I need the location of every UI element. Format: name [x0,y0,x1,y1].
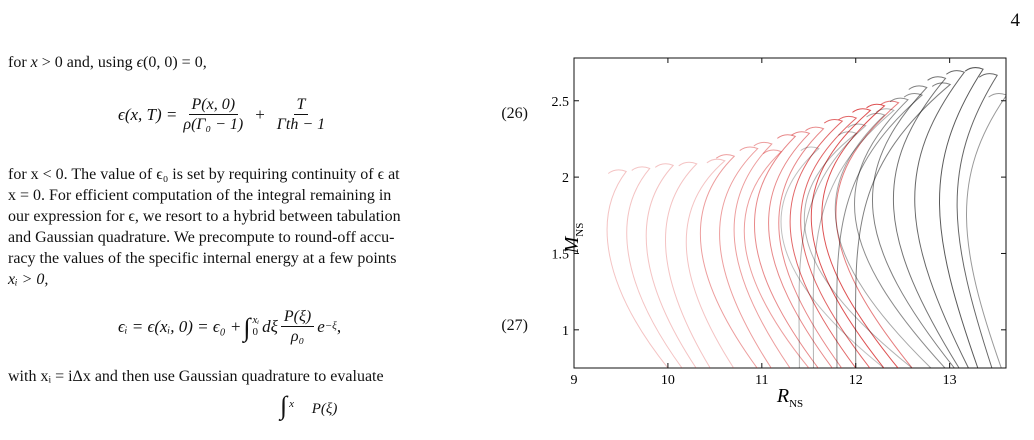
x-tick-label: 12 [849,373,863,388]
mass-radius-curve [699,154,758,368]
para2-line-1: for x < 0. The value of ϵ₀ is set by req… [8,166,400,183]
equation-27-body: ϵᵢ = ϵ(xᵢ, 0) = ϵ₀ + ∫ xᵢ 0 dξ P(ξ) ρ₀ e… [118,302,341,350]
mass-radius-curve [733,141,791,368]
para2-line-4: and Gaussian quadrature. We precompute t… [8,229,395,246]
eq26-f2-numerator: T [293,95,309,115]
eq26-plus: + [255,104,265,124]
y-axis-label: MNS [561,223,586,255]
mass-radius-curve [821,103,899,368]
equation-26-number: (26) [501,105,528,122]
mass-radius-curve [768,131,833,368]
mass-radius-curve [780,146,885,368]
x-tick-label: 13 [943,373,957,388]
partial-upper-limit: x [289,398,295,410]
partial-integral-sign: ∫ [280,394,288,420]
mass-radius-curve [645,163,697,368]
y-axis-ticks: 1 1.5 2 2.5 [552,95,1006,339]
para1-a: for [8,54,31,71]
mass-radius-curve [812,108,895,368]
mass-radius-curve [798,123,867,368]
partial-equation: ∫ x P(ξ) [278,394,337,424]
para1-c: > 0 and, using [37,54,137,71]
mass-radius-curve [892,76,960,368]
eq27-fraction: P(ξ) ρ₀ [280,307,315,346]
para1-d: ϵ [136,54,144,71]
eq27-limits: xᵢ 0 [253,314,260,338]
mass-radius-curve [872,85,955,368]
eq26-lhs: ϵ(x, T) = [118,104,178,124]
eq27-lower-limit: 0 [252,326,259,338]
eq26-f1-denominator: ρ(Γ₀ − 1) [183,115,244,133]
curves-group [606,67,1006,368]
eq26-fraction-2: T Γth − 1 [274,95,328,134]
y-tick-label: 1 [562,324,569,339]
paragraph-2: for x < 0. The value of ϵ₀ is set by req… [8,164,528,290]
eq27-numerator: P(ξ) [280,307,315,327]
mass-radius-curve [836,93,924,368]
para1-b: x [30,54,38,71]
equation-26-body: ϵ(x, T) = P(x, 0) ρ(Γ₀ − 1) + T Γth − 1 [118,90,331,138]
paragraph-3: with xᵢ = iΔx and then use Gaussian quad… [8,368,384,385]
x-tick-label: 9 [571,373,578,388]
y-tick-label: 1.5 [552,247,570,262]
mass-radius-curve [835,100,913,368]
eq26-fraction-1: P(x, 0) ρ(Γ₀ − 1) [180,95,246,134]
x-axis-label: RNS [776,385,803,410]
para1-e: (0, 0) = 0, [143,54,207,71]
para2-line-6: xᵢ > 0, [8,271,49,288]
mass-radius-curve [719,146,772,368]
paragraph-1: for x > 0 and, using ϵ(0, 0) = 0, [8,52,528,73]
mass-radius-curve [914,70,969,368]
mass-radius-chart: 9 10 11 12 13 1 1.5 2 2.5 RNS MNS [552,57,1007,410]
para2-line-5: racy the values of the specific internal… [8,250,397,267]
eq27-tail: , [336,316,342,336]
mass-radius-curve [810,108,885,368]
mass-radius-curve [626,166,683,368]
eq26-f2-denominator: Γth − 1 [276,115,326,133]
eq27-denominator: ρ₀ [290,327,305,345]
y-tick-label: 2 [562,171,569,186]
mass-radius-curve [834,112,932,368]
page-number: 4 [1010,10,1021,31]
equation-27-number: (27) [501,317,528,334]
integral-sign: ∫ [243,312,251,342]
eq27-upper-limit: xᵢ [252,314,260,326]
mass-radius-curve [803,131,913,368]
equation-27: ϵᵢ = ϵ(xᵢ, 0) = ϵ₀ + ∫ xᵢ 0 dξ P(ξ) ρ₀ e… [8,302,528,350]
mass-radius-curve [606,169,669,368]
y-tick-label: 2.5 [552,95,570,110]
para2-line-2: x = 0. For efficient computation of the … [8,187,392,204]
para2-line-3: our expression for ϵ, we resort to a hyb… [8,208,401,225]
x-tick-label: 11 [755,373,768,388]
x-axis-ticks: 9 10 11 12 13 [571,58,957,388]
mass-radius-curve [854,97,946,368]
eq27-dxi: dξ [262,316,278,336]
mass-radius-curve [754,134,819,368]
mass-radius-curve [956,73,998,368]
mass-radius-curve [685,158,735,368]
plot-frame [573,57,1007,369]
text-column: for x > 0 and, using ϵ(0, 0) = 0, ϵ(x, T… [8,52,528,419]
mass-radius-curve [800,115,871,368]
mass-radius-curve [854,82,952,368]
mass-radius-curve [778,126,843,368]
mass-radius-curve [789,118,857,368]
x-tick-label: 10 [661,373,675,388]
partial-numerator: P(ξ) [311,401,338,417]
eq27-lhs: ϵᵢ = ϵ(xᵢ, 0) = ϵ₀ + [118,316,242,336]
mass-radius-curve [664,161,711,368]
mass-radius-curve [939,67,984,368]
eq26-f1-numerator: P(x, 0) [188,95,239,115]
eq27-exp-base: e [317,316,325,336]
mass-radius-curve [966,93,1006,368]
eq27-exp-power: −ξ [324,319,337,332]
equation-26: ϵ(x, T) = P(x, 0) ρ(Γ₀ − 1) + T Γth − 1 … [8,90,528,138]
mass-radius-curve [743,149,810,368]
